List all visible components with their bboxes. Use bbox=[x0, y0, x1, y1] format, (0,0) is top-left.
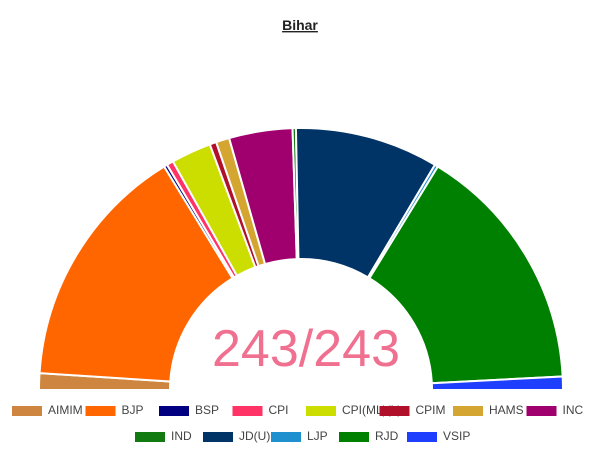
legend-swatch bbox=[526, 406, 557, 416]
legend-label: CPIM bbox=[416, 403, 446, 417]
legend-label: AIMIM bbox=[48, 403, 83, 417]
center-label: 243/243 bbox=[212, 320, 400, 378]
slices bbox=[37, 127, 565, 391]
legend-swatch bbox=[232, 406, 263, 416]
legend-swatch bbox=[203, 432, 233, 442]
legend-swatch bbox=[159, 406, 189, 416]
legend-label: HAMS bbox=[489, 403, 524, 417]
legend-label: LJP bbox=[307, 429, 328, 443]
legend-label: INC bbox=[563, 403, 584, 417]
legend-label: IND bbox=[171, 429, 192, 443]
legend-swatch bbox=[12, 406, 42, 416]
legend-swatch bbox=[407, 432, 437, 442]
slice bbox=[430, 375, 565, 391]
legend-label: JD(U) bbox=[239, 429, 270, 443]
legend-swatch bbox=[271, 432, 301, 442]
legend-swatch bbox=[85, 406, 116, 416]
legend-label: CPI bbox=[269, 403, 289, 417]
slice bbox=[38, 165, 234, 383]
legend-swatch bbox=[339, 432, 369, 442]
legend-label: BJP bbox=[122, 403, 144, 417]
slice bbox=[368, 165, 564, 385]
legend-swatch bbox=[453, 406, 483, 416]
legend-swatch bbox=[306, 406, 336, 416]
legend-label: BSP bbox=[195, 403, 219, 417]
chart-title: Bihar bbox=[282, 17, 318, 33]
legend-label: RJD bbox=[375, 429, 399, 443]
legend-label: VSIP bbox=[443, 429, 470, 443]
legend-swatch bbox=[379, 406, 410, 416]
legend-swatch bbox=[135, 432, 165, 442]
